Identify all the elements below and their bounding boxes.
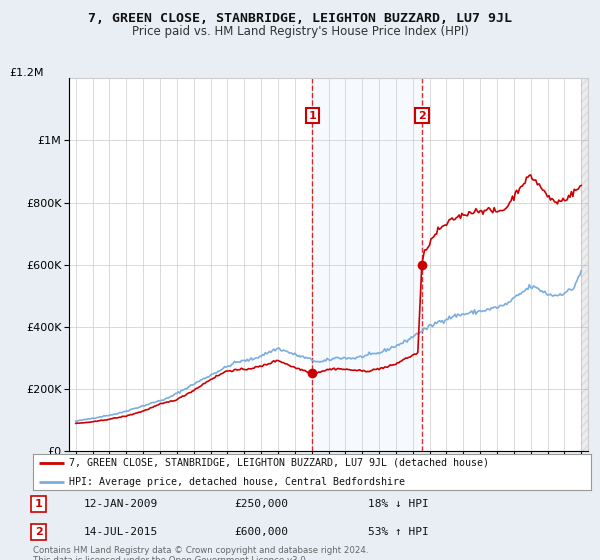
- Bar: [313, 78, 422, 451]
- Text: £1.2M: £1.2M: [10, 68, 44, 78]
- Text: 7, GREEN CLOSE, STANBRIDGE, LEIGHTON BUZZARD, LU7 9JL (detached house): 7, GREEN CLOSE, STANBRIDGE, LEIGHTON BUZ…: [69, 458, 489, 468]
- Text: 2: 2: [35, 527, 43, 537]
- Text: 14-JUL-2015: 14-JUL-2015: [83, 527, 157, 537]
- Text: Contains HM Land Registry data © Crown copyright and database right 2024.
This d: Contains HM Land Registry data © Crown c…: [33, 546, 368, 560]
- Text: 7, GREEN CLOSE, STANBRIDGE, LEIGHTON BUZZARD, LU7 9JL: 7, GREEN CLOSE, STANBRIDGE, LEIGHTON BUZ…: [88, 12, 512, 25]
- Text: 53% ↑ HPI: 53% ↑ HPI: [368, 527, 428, 537]
- Text: 12-JAN-2009: 12-JAN-2009: [83, 499, 157, 509]
- Text: HPI: Average price, detached house, Central Bedfordshire: HPI: Average price, detached house, Cent…: [69, 477, 405, 487]
- Bar: [581, 78, 588, 451]
- Text: 18% ↓ HPI: 18% ↓ HPI: [368, 499, 428, 509]
- Text: £600,000: £600,000: [234, 527, 288, 537]
- Text: £250,000: £250,000: [234, 499, 288, 509]
- Text: 1: 1: [35, 499, 43, 509]
- Text: 1: 1: [308, 111, 316, 120]
- Text: Price paid vs. HM Land Registry's House Price Index (HPI): Price paid vs. HM Land Registry's House …: [131, 25, 469, 38]
- Text: 2: 2: [418, 111, 426, 120]
